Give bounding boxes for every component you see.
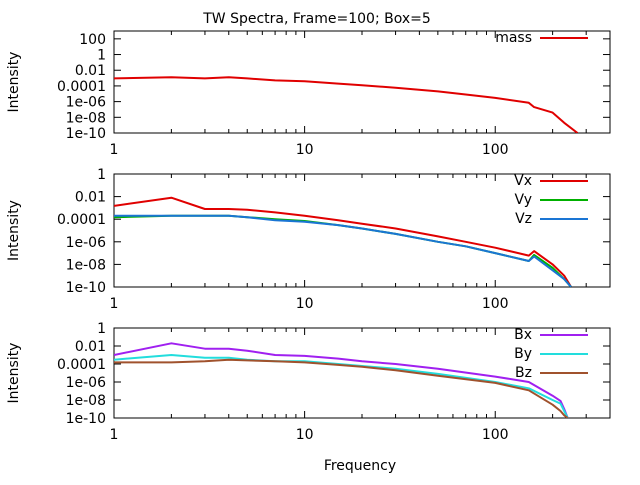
legend-label-Vz: Vz	[515, 211, 532, 227]
y-axis-label: Intensity	[6, 52, 22, 113]
y-tick-label: 1e-08	[66, 393, 106, 409]
legend-label-By: By	[514, 346, 532, 362]
series-line-mass	[114, 76, 579, 133]
x-axis-label: Frequency	[324, 458, 396, 474]
series-line-Vx	[114, 196, 572, 287]
y-axis-label: Intensity	[6, 343, 22, 404]
plot-frame	[113, 30, 611, 134]
legend-label-Bz: Bz	[515, 365, 532, 381]
series-line-Vz	[114, 214, 572, 287]
x-tick-label: 10	[296, 427, 314, 443]
legend-label-mass: mass	[495, 30, 532, 46]
y-axis-label: Intensity	[6, 200, 22, 261]
x-tick-label: 100	[482, 427, 509, 443]
y-tick-label: 0.01	[75, 339, 106, 355]
legend-label-Vx: Vx	[514, 173, 532, 189]
y-tick-label: 0.01	[75, 190, 106, 206]
y-tick-label: 1	[97, 167, 106, 183]
chart-panel-1: 1 10 10010010.010.00011e-061e-081e-10Inten…	[6, 30, 611, 158]
x-tick-label: 10	[296, 142, 314, 158]
y-tick-label: 1e-10	[66, 411, 106, 427]
y-tick-label: 1e-10	[66, 126, 106, 142]
y-tick-label: 1e-06	[66, 95, 106, 111]
figure-title: TW Spectra, Frame=100; Box=5	[202, 11, 431, 27]
y-tick-label: 1e-10	[66, 280, 106, 296]
x-tick-label: 10	[296, 296, 314, 312]
legend-label-Vy: Vy	[515, 192, 533, 208]
y-tick-label: 1e-08	[66, 110, 106, 126]
x-tick-label: 100	[482, 142, 509, 158]
y-tick-label: 0.0001	[57, 357, 106, 373]
x-tick-label: 1	[110, 296, 119, 312]
legend-label-Bx: Bx	[514, 327, 532, 343]
y-tick-label: 1	[97, 321, 106, 337]
chart-panel-2: 1 10 100 1 0.01 0.0001 1e-06 1e-08 1e-10 Intensit…	[6, 167, 611, 312]
y-tick-label: 1e-06	[66, 375, 106, 391]
y-tick-label: 0.01	[75, 63, 106, 79]
x-tick-label: 1	[110, 142, 119, 158]
series-line-Bx	[114, 342, 569, 418]
y-tick-label: 1e-08	[66, 257, 106, 273]
x-tick-label: 1	[110, 427, 119, 443]
y-tick-label: 1	[97, 48, 106, 64]
plot-frame	[113, 327, 611, 419]
x-tick-label: 100	[482, 296, 509, 312]
series-line-Bz	[114, 358, 569, 418]
y-tick-label: 0.0001	[57, 79, 106, 95]
y-tick-label: 1e-06	[66, 235, 106, 251]
plot-frame	[113, 173, 611, 288]
y-tick-label: 100	[79, 32, 106, 48]
y-tick-label: 0.0001	[57, 212, 106, 228]
chart-panel-3: 1 10 100 1 0.01 0.0001 1e-06 1e-08 1e-10 Intensit…	[6, 321, 611, 443]
